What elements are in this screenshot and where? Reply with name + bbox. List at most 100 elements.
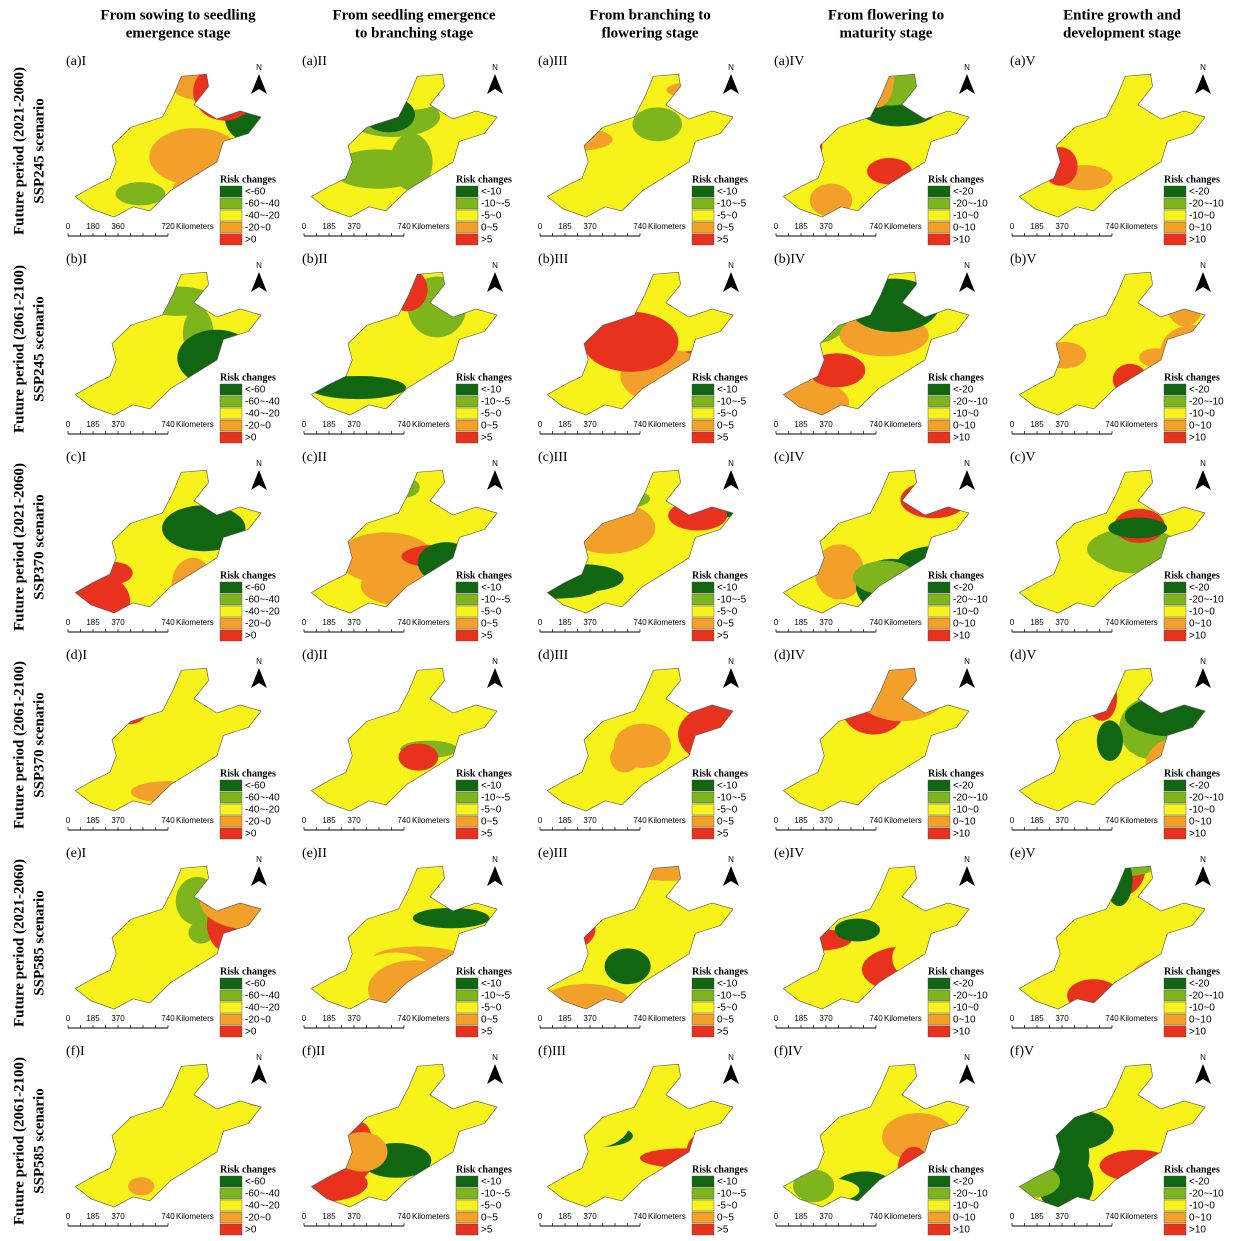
legend-label: -20~-10 [1189,991,1224,1002]
legend-label: >10 [1189,433,1206,444]
legend-label: -10~-5 [717,1189,747,1200]
legend-title: Risk changes [928,966,984,977]
scale-label: 740 [161,816,175,825]
column-header: From flowering to [828,7,944,23]
legend-label: <-10 [717,781,738,792]
legend-label: >0 [245,433,257,444]
risk-zone [115,182,166,206]
legend-swatch [1163,791,1187,804]
column-header: emergence stage [126,25,231,41]
panel-label: (a)III [538,54,568,69]
legend-label: <-60 [245,979,266,990]
legend-swatch [219,383,243,396]
legend-swatch [455,407,479,420]
legend-swatch [219,977,243,990]
north-label: N [492,657,498,666]
scale-unit: Kilometers [412,816,450,825]
legend-swatch [219,1223,243,1236]
north-arrow [487,74,503,94]
scale-label: 740 [1105,816,1119,825]
legend-swatch [691,395,715,408]
legend-label: -10~-5 [481,793,511,804]
legend-swatch [927,1223,951,1236]
scale-label: 185 [86,1212,100,1221]
risk-zone [311,1165,368,1202]
legend-swatch [455,617,479,630]
north-arrow [251,866,267,886]
north-label: N [492,63,498,72]
legend-label: <-10 [717,187,738,198]
legend-swatch [927,431,951,444]
legend-title: Risk changes [220,966,276,977]
scale-label: 185 [794,1014,808,1023]
legend-swatch [219,1013,243,1026]
legend-label: -40~-20 [245,805,280,816]
legend-swatch [927,407,951,420]
legend-swatch [219,581,243,594]
legend-swatch [927,815,951,828]
column-header: From sowing to seedling [100,7,256,23]
scale-label: 185 [1030,420,1044,429]
legend-title: Risk changes [692,174,748,185]
legend-swatch [455,185,479,198]
legend-swatch [455,383,479,396]
scale-unit: Kilometers [648,1212,686,1221]
legend-swatch [927,617,951,630]
row-label: SSP370 scenario [31,494,47,599]
legend-label: 0~10 [953,817,976,828]
legend-swatch [219,1025,243,1038]
north-arrow [1195,1064,1211,1084]
north-arrow [959,866,975,886]
legend-swatch [691,197,715,210]
legend-title: Risk changes [456,966,512,977]
legend-label: >10 [953,1225,970,1236]
north-label: N [728,657,734,666]
legend-label: <-10 [481,979,502,990]
panel-label: (f)II [302,1044,326,1059]
legend-swatch [219,407,243,420]
scale-label: 185 [558,1014,572,1023]
legend-label: >0 [245,1225,257,1236]
legend-label: >10 [1189,235,1206,246]
scale-label: 185 [86,1014,100,1023]
scale-label: 185 [558,618,572,627]
legend-swatch [927,419,951,432]
legend-label: -10~0 [953,1201,979,1212]
legend-label: -60~-40 [245,199,280,210]
legend-swatch [455,1211,479,1224]
legend-swatch [1163,1211,1187,1224]
panel-label: (a)II [302,54,327,69]
legend-label: <-10 [481,583,502,594]
scale-unit: Kilometers [648,1014,686,1023]
scale-unit: Kilometers [412,618,450,627]
legend-swatch [1163,1013,1187,1026]
legend-swatch [1163,629,1187,642]
scale-label: 740 [397,1212,411,1221]
legend-swatch [691,419,715,432]
scale-label: 740 [633,618,647,627]
legend-label: -10~-5 [717,199,747,210]
panel-label: (c)III [538,450,568,465]
north-label: N [256,657,262,666]
scale-label: 370 [583,1212,597,1221]
legend-label: -5~0 [481,409,502,420]
scale-label: 370 [819,1212,833,1221]
scale-unit: Kilometers [648,618,686,627]
legend-swatch [219,791,243,804]
legend-label: >5 [717,1027,729,1038]
legend-swatch [219,1211,243,1224]
scale-label: 370 [583,816,597,825]
legend-label: >0 [245,235,257,246]
legend-label: >10 [953,433,970,444]
risk-zone [814,544,864,600]
scale-label: 0 [1010,618,1015,627]
scale-label: 185 [1030,1212,1044,1221]
legend-swatch [455,803,479,816]
legend-title: Risk changes [928,174,984,185]
north-label: N [1200,459,1206,468]
scale-label: 0 [774,1014,779,1023]
north-arrow [1195,74,1211,94]
legend-title: Risk changes [1164,570,1220,581]
legend-swatch [1163,197,1187,210]
legend-swatch [219,593,243,606]
